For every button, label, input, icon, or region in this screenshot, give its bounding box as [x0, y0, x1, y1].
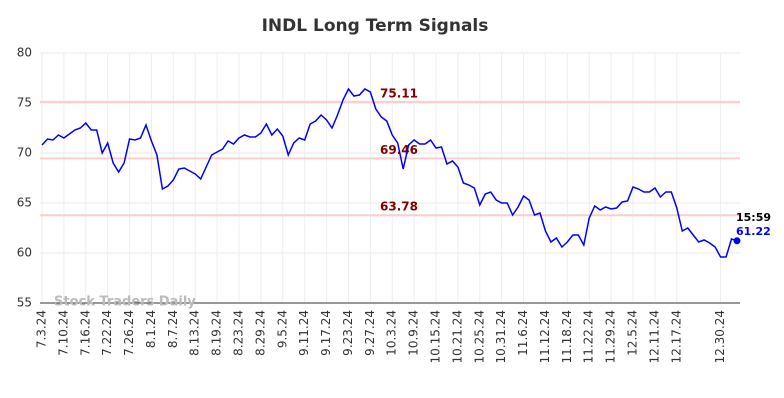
x-tick-label: 7.10.24 — [56, 310, 70, 356]
x-tick-label: 9.11.24 — [297, 310, 311, 356]
x-tick-label: 12.17.24 — [669, 310, 683, 363]
y-tick-label: 55 — [17, 296, 32, 310]
x-tick-label: 10.15.24 — [429, 310, 443, 363]
x-tick-label: 7.26.24 — [122, 310, 136, 356]
x-tick-label: 9.23.24 — [341, 310, 355, 356]
x-tick-label: 10.9.24 — [407, 310, 421, 356]
x-tick-label: 10.31.24 — [494, 310, 508, 363]
x-tick-label: 11.12.24 — [538, 310, 552, 363]
x-tick-label: 11.6.24 — [516, 310, 530, 356]
x-tick-label: 12.30.24 — [713, 310, 727, 363]
x-tick-label: 8.23.24 — [232, 310, 246, 356]
x-tick-label: 11.18.24 — [560, 310, 574, 363]
x-tick-label: 12.11.24 — [647, 310, 661, 363]
x-tick-label: 11.22.24 — [582, 310, 596, 363]
signal-label: 63.78 — [380, 200, 418, 214]
x-tick-label: 7.3.24 — [35, 310, 49, 348]
signal-label: 75.11 — [380, 86, 418, 100]
x-tick-label: 12.5.24 — [626, 310, 640, 356]
y-tick-label: 60 — [17, 246, 32, 260]
last-time: 15:59 — [736, 211, 771, 224]
y-tick-label: 70 — [17, 146, 32, 160]
y-tick-label: 65 — [17, 196, 32, 210]
x-tick-label: 7.16.24 — [78, 310, 92, 356]
last-point — [733, 237, 741, 245]
x-tick-label: 9.17.24 — [319, 310, 333, 356]
x-tick-label: 8.19.24 — [210, 310, 224, 356]
y-tick-label: 80 — [17, 46, 32, 60]
y-tick-label: 75 — [17, 96, 32, 110]
x-tick-label: 8.13.24 — [188, 310, 202, 356]
x-tick-label: 9.27.24 — [363, 310, 377, 356]
watermark: Stock Traders Daily — [54, 295, 196, 310]
chart-title: INDL Long Term Signals — [262, 16, 489, 36]
x-tick-label: 10.3.24 — [385, 310, 399, 356]
x-tick-label: 8.1.24 — [144, 310, 158, 348]
x-tick-label: 7.22.24 — [100, 310, 114, 356]
last-value: 61.22 — [736, 225, 771, 238]
price-line — [41, 87, 738, 258]
x-tick-label: 8.7.24 — [166, 310, 180, 348]
x-tick-label: 8.29.24 — [253, 310, 267, 356]
x-tick-label: 10.25.24 — [472, 310, 486, 363]
x-tick-label: 11.29.24 — [604, 310, 618, 363]
x-tick-label: 10.21.24 — [450, 310, 464, 363]
x-tick-label: 9.5.24 — [275, 310, 289, 348]
